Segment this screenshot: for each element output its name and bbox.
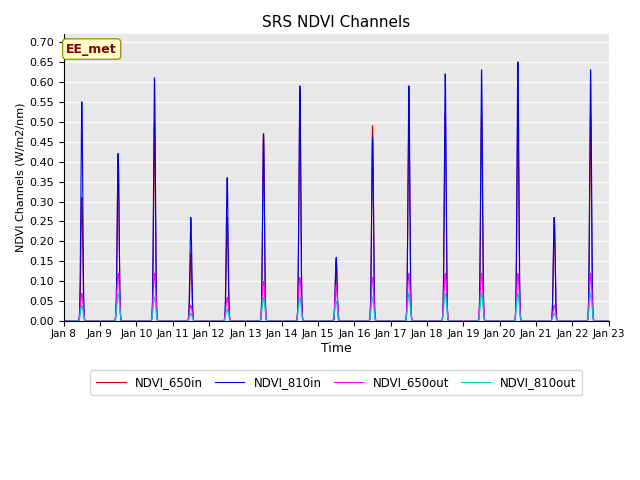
NDVI_810in (351, 318, 358, 324)
NDVI_650in (296, 87, 304, 93)
NDVI_650out (305, 318, 312, 324)
NDVI_810in (408, 315, 415, 321)
NDVI_810in (598, 318, 605, 324)
NDVI_810out (587, 290, 595, 296)
Legend: NDVI_650in, NDVI_810in, NDVI_650out, NDVI_810out: NDVI_650in, NDVI_810in, NDVI_650out, NDV… (90, 370, 582, 395)
Text: EE_met: EE_met (67, 43, 117, 56)
Line: NDVI_810out: NDVI_810out (63, 293, 609, 321)
NDVI_650out (60, 318, 67, 324)
Line: NDVI_650in: NDVI_650in (63, 90, 609, 321)
NDVI_650in (604, 318, 611, 324)
NDVI_810in (514, 59, 522, 65)
NDVI_650in (605, 318, 612, 324)
NDVI_810out (534, 318, 541, 324)
NDVI_810out (604, 318, 611, 324)
NDVI_650out (604, 318, 611, 324)
NDVI_650in (408, 316, 415, 322)
NDVI_810in (60, 318, 67, 324)
NDVI_650out (408, 313, 415, 319)
NDVI_650out (548, 312, 556, 318)
NDVI_810in (548, 301, 556, 307)
NDVI_650out (534, 318, 541, 324)
NDVI_810out (60, 318, 67, 324)
NDVI_810in (534, 318, 541, 324)
NDVI_650in (305, 318, 312, 324)
Line: NDVI_810in: NDVI_810in (63, 62, 609, 321)
NDVI_810in (305, 318, 312, 324)
NDVI_810out (598, 318, 605, 324)
NDVI_810out (548, 315, 556, 321)
NDVI_810in (605, 318, 612, 324)
Line: NDVI_650out: NDVI_650out (63, 274, 609, 321)
NDVI_650out (598, 318, 605, 324)
NDVI_810out (305, 318, 312, 324)
NDVI_650out (587, 271, 595, 276)
NDVI_810out (408, 315, 415, 321)
Title: SRS NDVI Channels: SRS NDVI Channels (262, 15, 410, 30)
Y-axis label: NDVI Channels (W/m2/nm): NDVI Channels (W/m2/nm) (15, 103, 25, 252)
X-axis label: Time: Time (321, 342, 351, 355)
NDVI_810in (604, 318, 611, 324)
NDVI_650out (605, 318, 612, 324)
NDVI_650in (598, 318, 605, 324)
NDVI_810out (605, 318, 612, 324)
NDVI_650in (548, 302, 556, 308)
NDVI_650in (534, 318, 541, 324)
NDVI_650in (60, 318, 67, 324)
